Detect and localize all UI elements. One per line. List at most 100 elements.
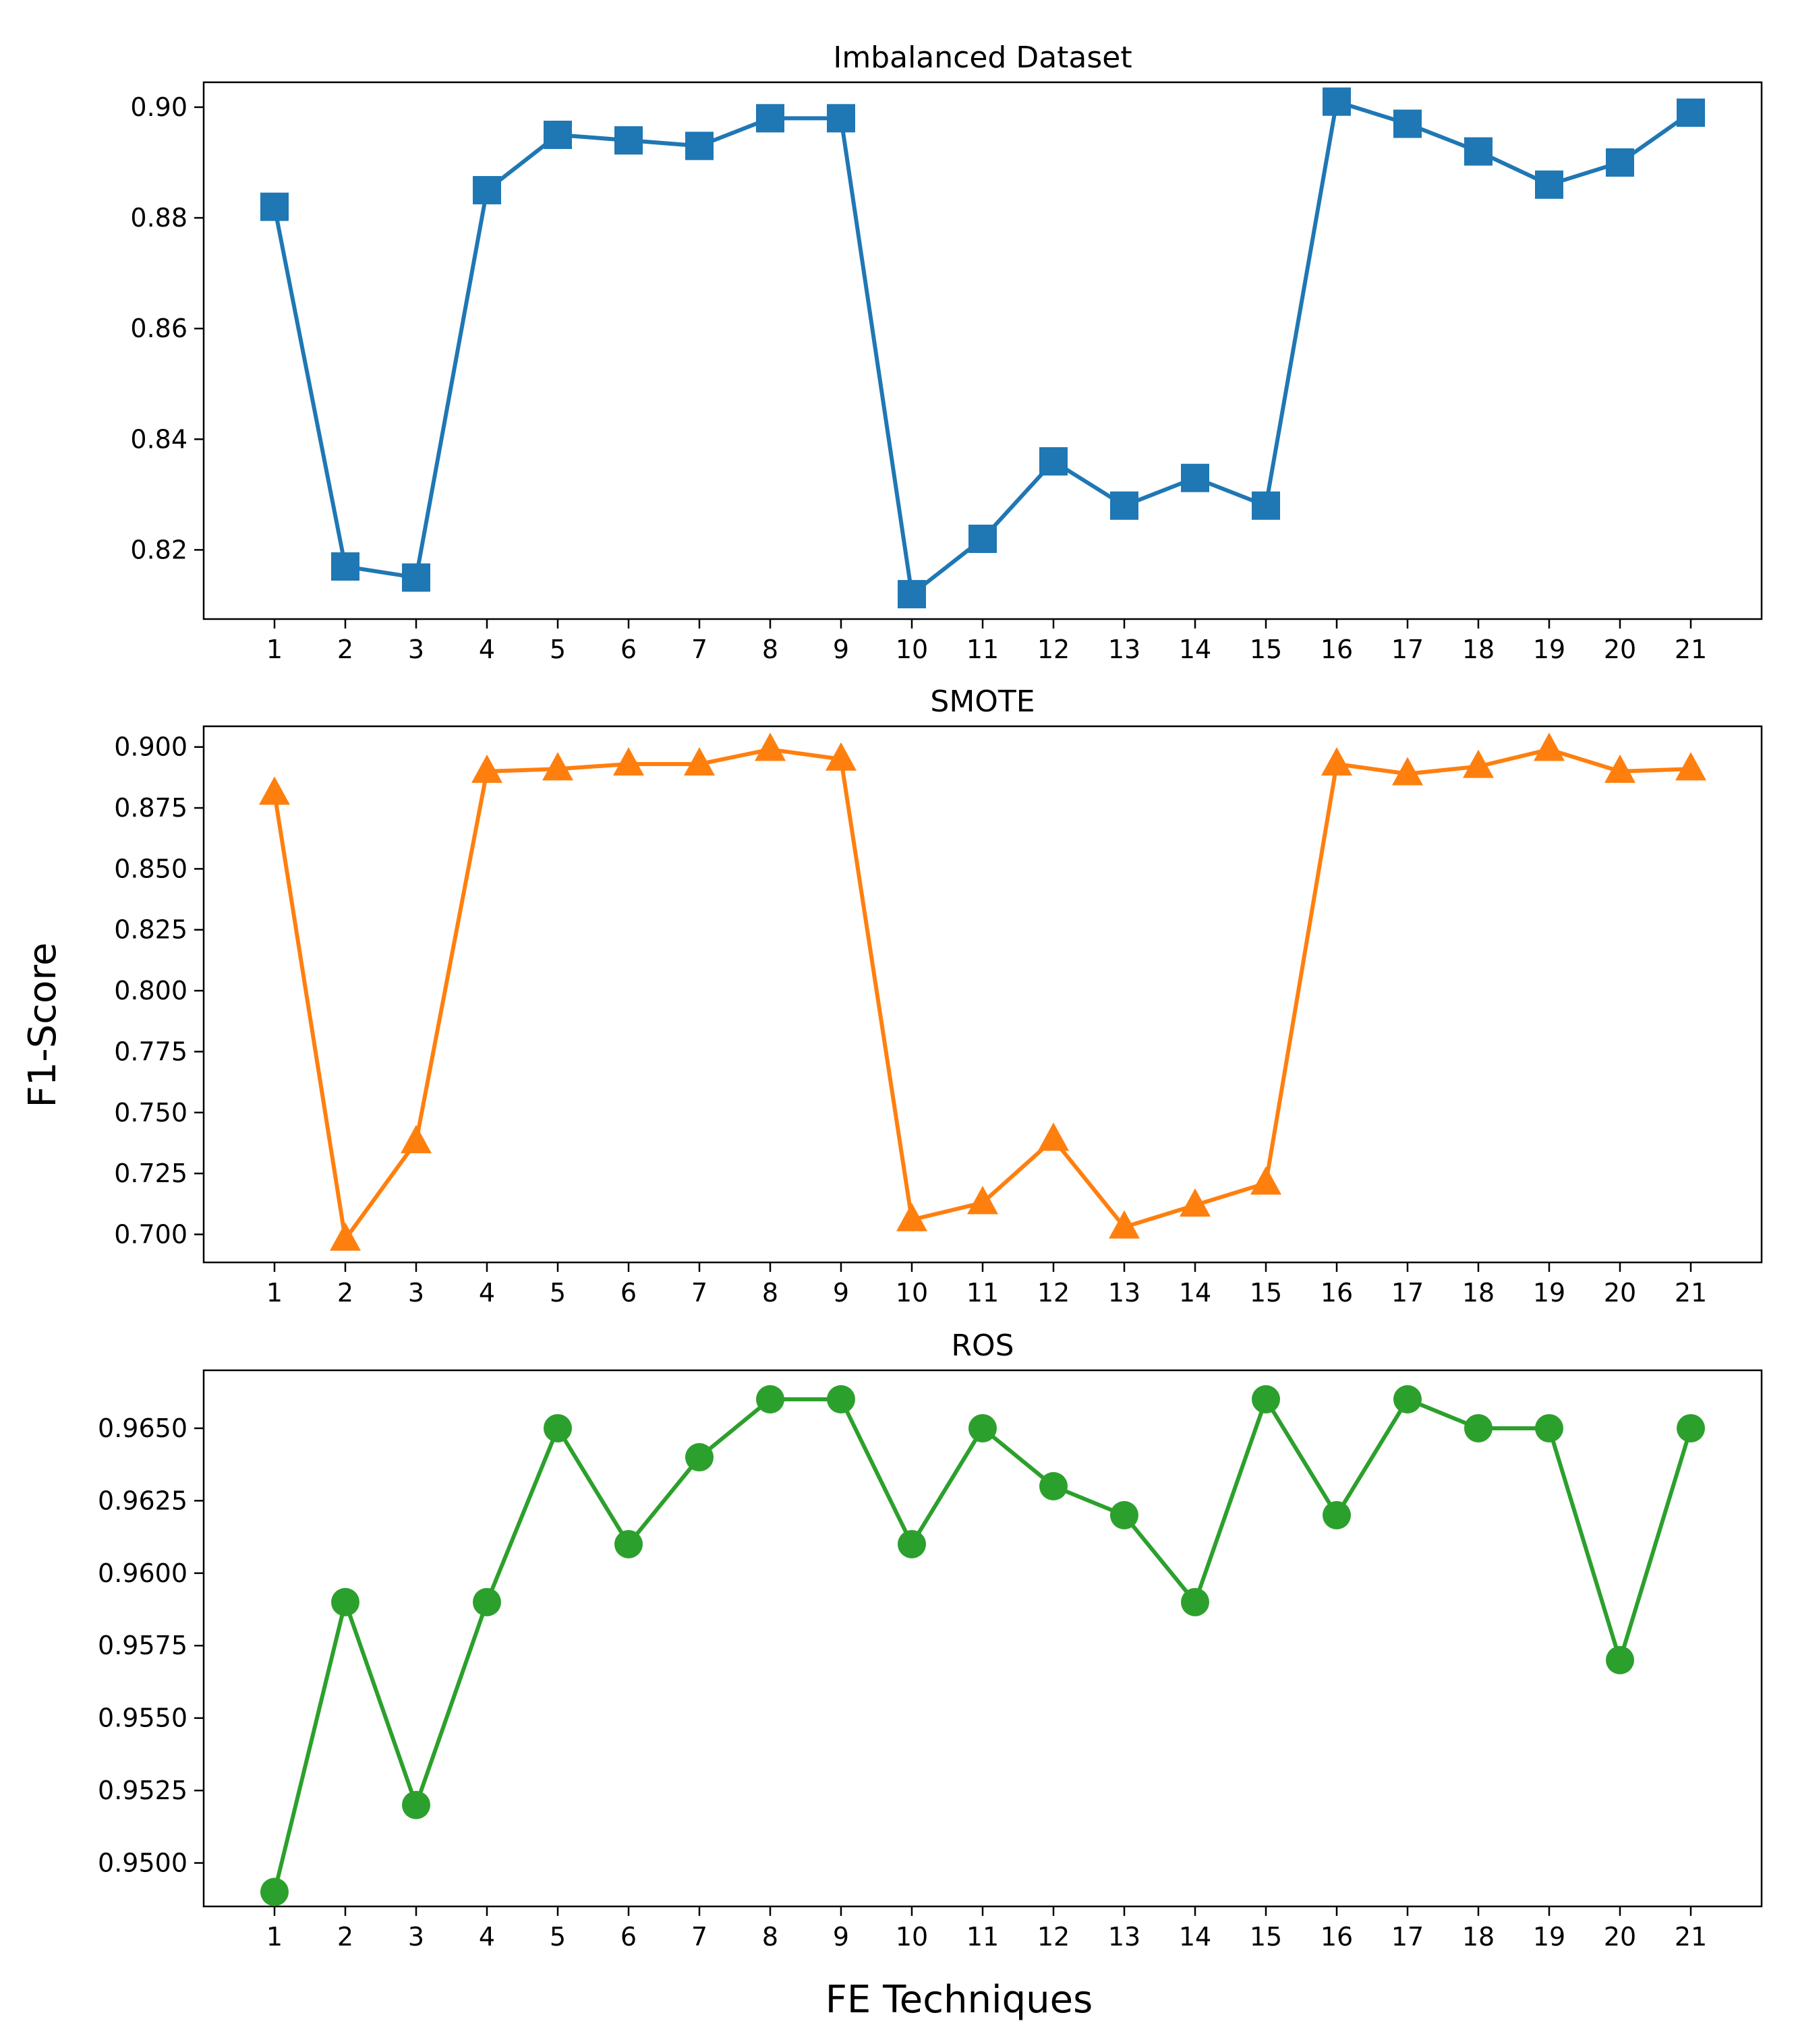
x-tick-label: 8 <box>762 1922 778 1952</box>
x-tick-label: 17 <box>1391 1922 1424 1952</box>
x-tick-label: 1 <box>266 1278 283 1308</box>
y-tick-label: 0.725 <box>114 1159 187 1188</box>
data-point-10 <box>898 580 926 609</box>
data-point-9 <box>825 742 857 771</box>
x-tick-label: 12 <box>1037 635 1070 664</box>
data-point-3 <box>402 1790 430 1819</box>
x-tick-label: 15 <box>1250 1922 1282 1952</box>
data-point-12 <box>1039 447 1068 476</box>
y-tick-label: 0.9500 <box>98 1848 187 1878</box>
x-tick-label: 9 <box>833 635 849 664</box>
data-point-12 <box>1038 1122 1069 1151</box>
x-tick-label: 13 <box>1108 1922 1140 1952</box>
data-point-1 <box>260 1877 289 1906</box>
x-tick-label: 16 <box>1321 635 1353 664</box>
data-point-9 <box>827 104 855 133</box>
x-tick-label: 20 <box>1604 635 1636 664</box>
x-tick-label: 21 <box>1675 1922 1707 1952</box>
data-point-20 <box>1606 148 1634 177</box>
x-tick-label: 6 <box>620 1278 637 1308</box>
data-point-20 <box>1604 754 1635 783</box>
data-point-11 <box>968 525 997 554</box>
y-tick-label: 0.825 <box>114 915 187 945</box>
x-tick-label: 15 <box>1250 635 1282 664</box>
x-tick-label: 7 <box>691 1278 707 1308</box>
x-tick-label: 2 <box>337 1922 353 1952</box>
data-point-2 <box>331 1587 359 1616</box>
x-tick-label: 19 <box>1533 635 1565 664</box>
plot-frame <box>202 1369 1763 1908</box>
data-point-13 <box>1110 491 1138 520</box>
data-point-3 <box>401 1125 432 1154</box>
x-tick-label: 3 <box>408 1278 424 1308</box>
data-point-14 <box>1181 463 1209 492</box>
data-point-18 <box>1463 749 1494 778</box>
data-point-15 <box>1252 491 1280 520</box>
data-point-19 <box>1535 170 1563 199</box>
data-point-6 <box>613 747 644 776</box>
panel-title: ROS <box>951 1328 1014 1363</box>
x-tick-label: 13 <box>1108 1278 1140 1308</box>
x-tick-label: 10 <box>896 1278 928 1308</box>
data-point-21 <box>1675 752 1706 781</box>
data-point-1 <box>260 192 289 221</box>
data-point-12 <box>1039 1471 1068 1500</box>
data-point-13 <box>1109 1210 1140 1239</box>
data-point-10 <box>896 1202 927 1231</box>
panel-title: SMOTE <box>930 684 1035 719</box>
x-tick-label: 17 <box>1391 1278 1424 1308</box>
x-tick-label: 15 <box>1250 1278 1282 1308</box>
y-tick-label: 0.800 <box>114 976 187 1005</box>
x-tick-label: 10 <box>896 635 928 664</box>
x-tick-label: 10 <box>896 1922 928 1952</box>
x-tick-label: 4 <box>479 635 495 664</box>
data-point-5 <box>544 1413 572 1442</box>
x-tick-label: 6 <box>620 635 637 664</box>
data-point-17 <box>1393 109 1422 138</box>
x-tick-label: 3 <box>408 1922 424 1952</box>
data-point-15 <box>1250 1166 1281 1195</box>
x-tick-label: 5 <box>550 635 566 664</box>
x-tick-label: 18 <box>1462 1278 1495 1308</box>
x-tick-label: 7 <box>691 635 707 664</box>
data-point-4 <box>473 176 501 205</box>
data-point-9 <box>827 1384 855 1413</box>
data-point-2 <box>330 1222 361 1251</box>
data-point-16 <box>1323 87 1351 116</box>
x-tick-label: 18 <box>1462 635 1495 664</box>
data-point-17 <box>1393 1384 1422 1413</box>
data-point-8 <box>756 104 784 133</box>
x-tick-label: 5 <box>550 1922 566 1952</box>
data-point-6 <box>614 1529 643 1558</box>
y-tick-label: 0.9575 <box>98 1631 187 1660</box>
x-tick-label: 19 <box>1533 1278 1565 1308</box>
x-axis-label: FE Techniques <box>825 1978 1093 2022</box>
y-tick-label: 0.900 <box>114 732 187 762</box>
data-point-18 <box>1464 137 1493 166</box>
x-tick-label: 20 <box>1604 1922 1636 1952</box>
x-tick-label: 18 <box>1462 1922 1495 1952</box>
y-tick-label: 0.82 <box>130 535 187 564</box>
series-line <box>272 99 1692 597</box>
data-point-11 <box>968 1413 997 1442</box>
data-point-19 <box>1535 1413 1563 1442</box>
data-point-4 <box>471 754 502 783</box>
data-point-4 <box>473 1587 501 1616</box>
data-point-14 <box>1180 1188 1211 1217</box>
data-point-16 <box>1323 1500 1351 1529</box>
x-tick-label: 2 <box>337 1278 353 1308</box>
plot-frame <box>202 725 1763 1264</box>
data-point-2 <box>331 552 359 581</box>
series-line <box>272 747 1691 1242</box>
y-tick-label: 0.84 <box>130 424 187 454</box>
data-point-18 <box>1464 1413 1493 1442</box>
data-point-17 <box>1392 757 1423 786</box>
x-tick-label: 11 <box>966 1922 999 1952</box>
data-point-8 <box>756 1384 784 1413</box>
x-tick-label: 9 <box>833 1278 849 1308</box>
x-tick-label: 2 <box>337 635 353 664</box>
